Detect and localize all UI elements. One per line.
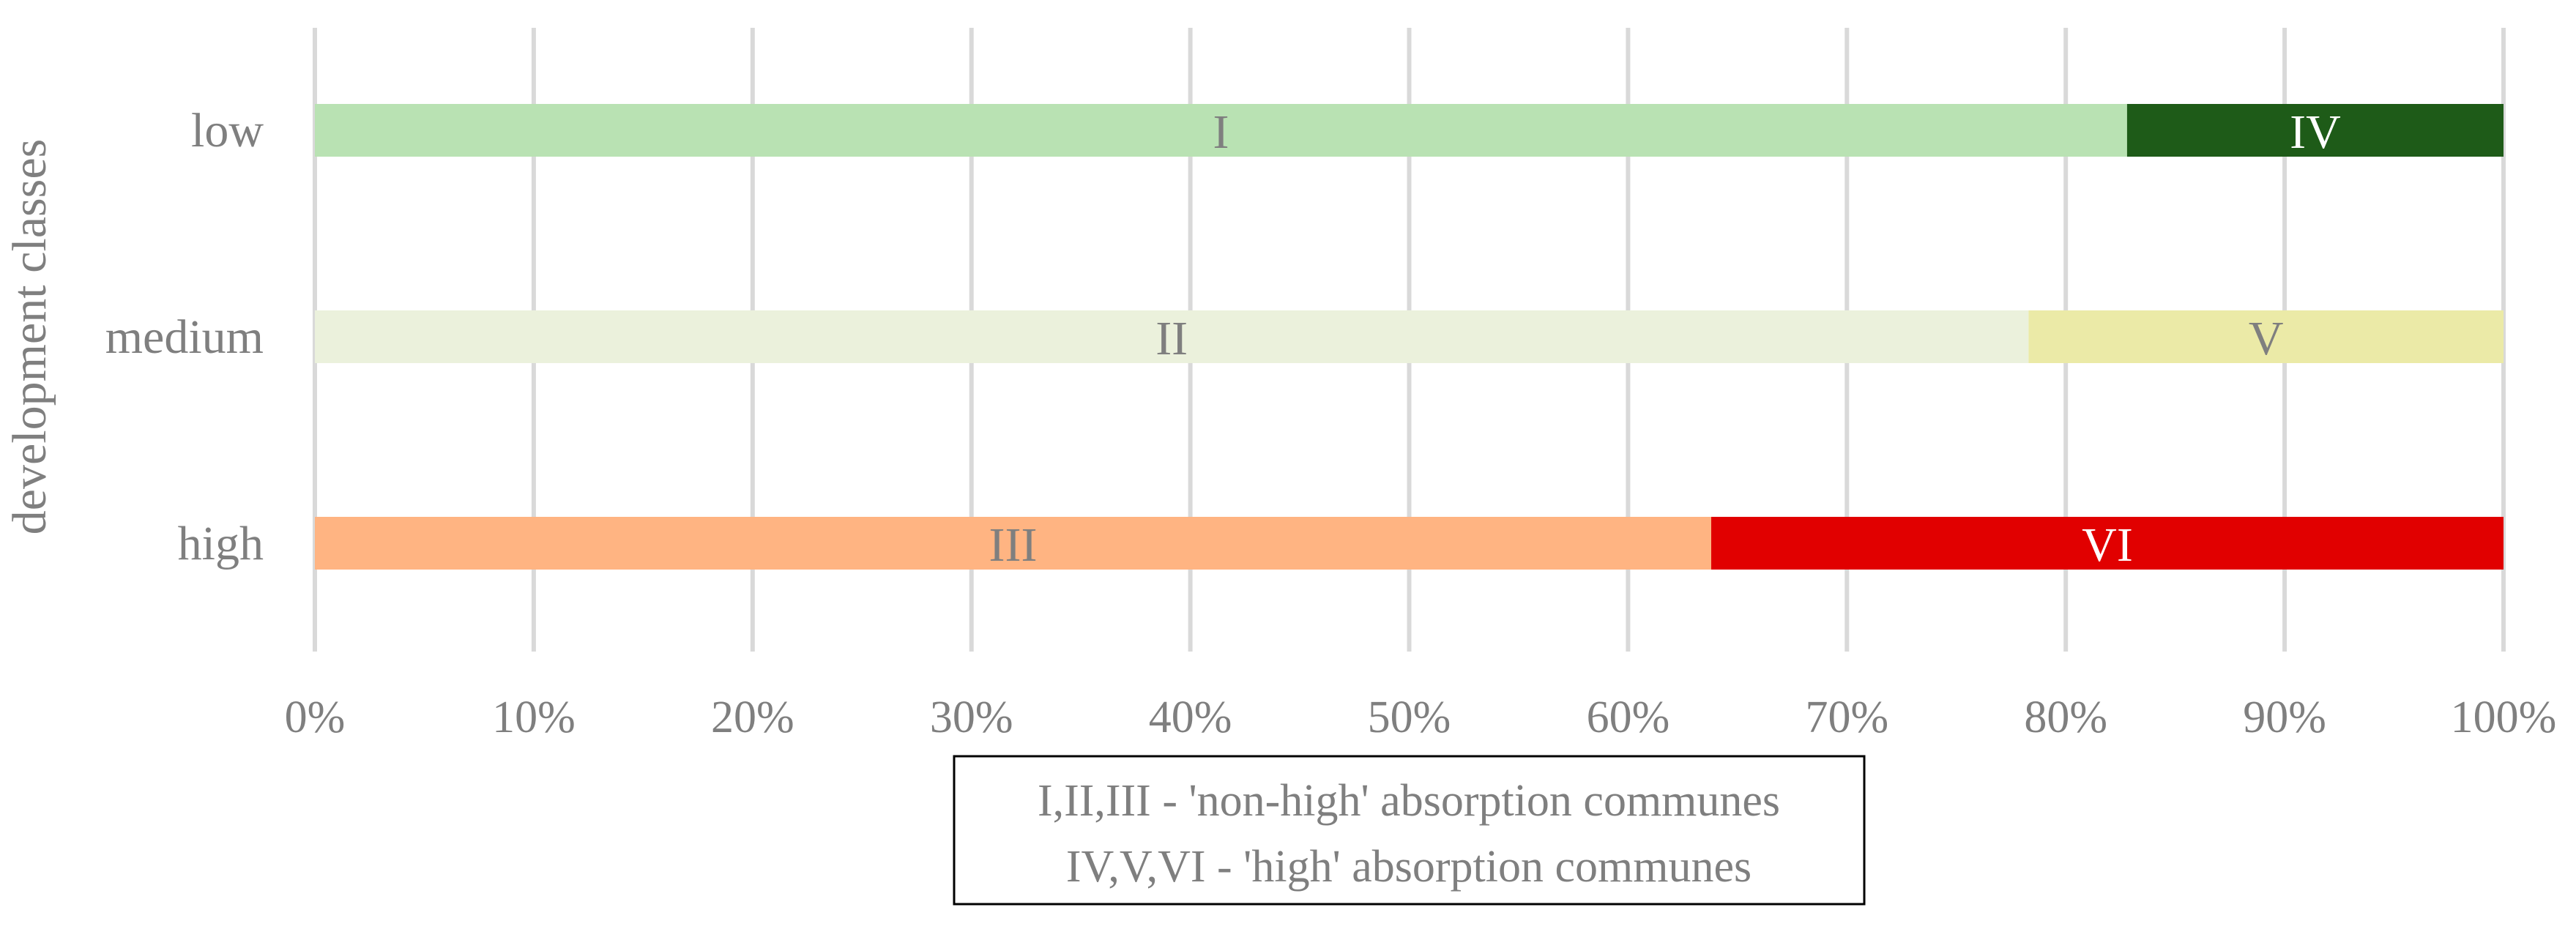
y-category-label: medium (105, 310, 264, 364)
bar-segment-label: V (2249, 312, 2284, 365)
bar-segment (2028, 310, 2504, 363)
x-axis-ticks: 0% 10% 20% 30% 40% 50% 60% 70% 80% 90% 100% (285, 693, 2557, 742)
x-tick-label: 20% (711, 693, 794, 742)
x-tick-label: 60% (1587, 693, 1670, 742)
y-axis-categories: low medium high (105, 104, 264, 570)
legend-line-1: I,II,III - 'non-high' absorption commune… (1038, 776, 1780, 826)
bar-segment (315, 104, 2127, 157)
bar-segment-label: IV (2290, 105, 2341, 159)
bar-segment-label: VI (2082, 518, 2133, 572)
bar-segment (315, 310, 2029, 363)
bar-segment (1710, 517, 2504, 570)
bar-segment-label: I (1213, 105, 1229, 159)
x-tick-label: 100% (2451, 693, 2557, 742)
legend-box: I,II,III - 'non-high' absorption commune… (953, 755, 1866, 906)
x-tick-label: 0% (285, 693, 346, 742)
y-category-label: high (178, 517, 264, 570)
legend-line-2: IV,V,VI - 'high' absorption communes (1066, 842, 1752, 892)
x-tick-label: 80% (2024, 693, 2107, 742)
bar-segment-label: II (1155, 312, 1188, 365)
x-tick-label: 40% (1149, 693, 1232, 742)
x-tick-label: 50% (1368, 693, 1451, 742)
x-tick-label: 90% (2243, 693, 2326, 742)
x-tick-label: 10% (492, 693, 576, 742)
y-axis-title: development classes (3, 139, 56, 535)
x-tick-label: 70% (1805, 693, 1888, 742)
bar-segment (315, 517, 1711, 570)
y-category-label: low (191, 104, 264, 157)
bar-segment (2126, 104, 2504, 157)
x-tick-label: 30% (930, 693, 1013, 742)
bar-segment-label: III (989, 518, 1038, 572)
legend-border (953, 755, 1866, 906)
